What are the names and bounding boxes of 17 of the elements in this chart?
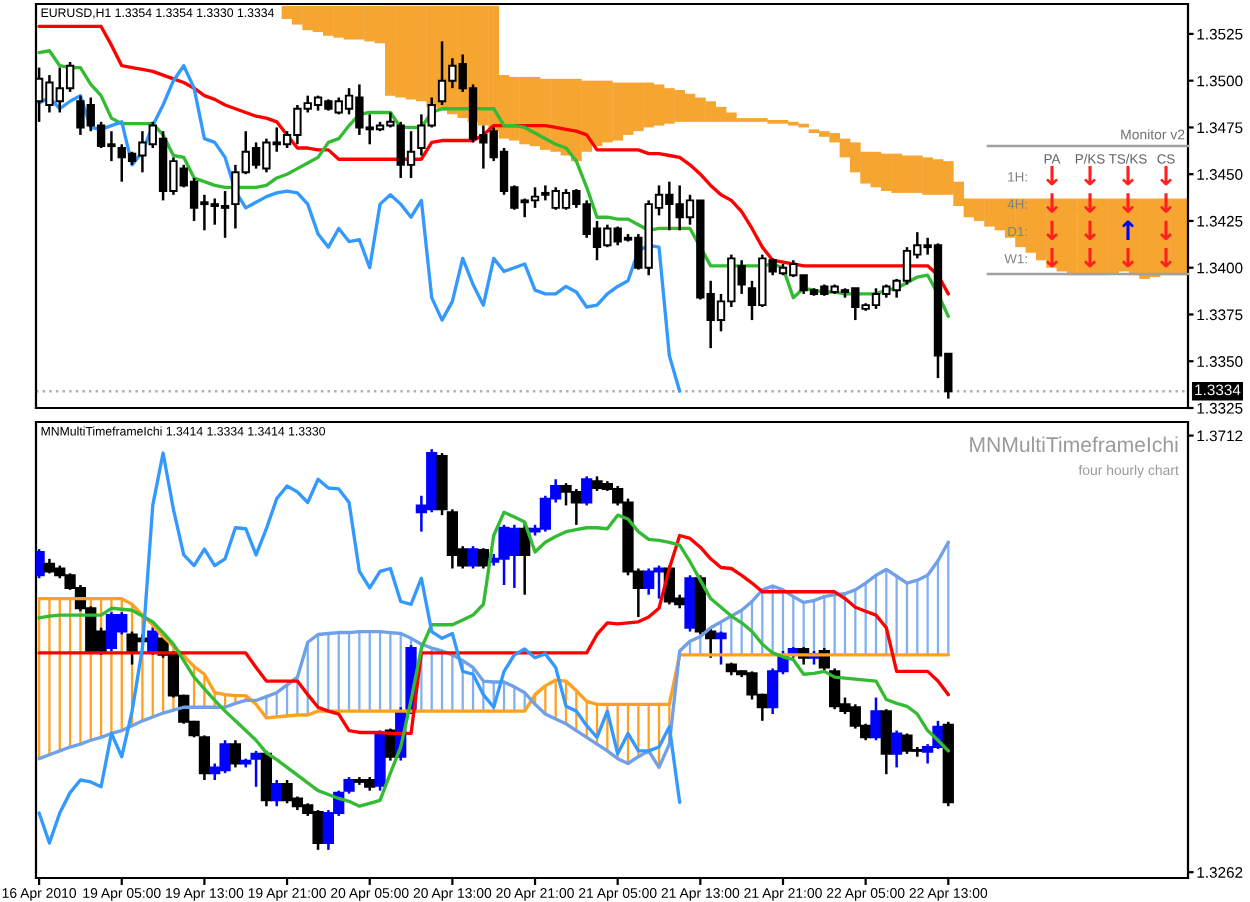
text: ↓ [1046, 247, 1058, 268]
text: ↓ [1084, 193, 1096, 213]
text: ↓ [1160, 166, 1172, 186]
text: ↓ [1084, 166, 1096, 186]
text: ↓ [1160, 193, 1172, 213]
text: ↓ [1122, 166, 1134, 186]
text: ↓ [1160, 220, 1172, 240]
text: ↓ [1046, 166, 1058, 186]
text: ↓ [1122, 193, 1134, 213]
text: ↓ [1084, 247, 1096, 268]
text: ↓ [1046, 220, 1058, 240]
text: ↓ [1046, 193, 1058, 213]
text: ↓ [1160, 247, 1172, 268]
text: ↓ [1122, 247, 1134, 268]
annotation: MNMultiTimeframeIchi [970, 436, 1178, 453]
text: ↑ [1122, 220, 1134, 240]
text: ↓ [1084, 220, 1096, 240]
